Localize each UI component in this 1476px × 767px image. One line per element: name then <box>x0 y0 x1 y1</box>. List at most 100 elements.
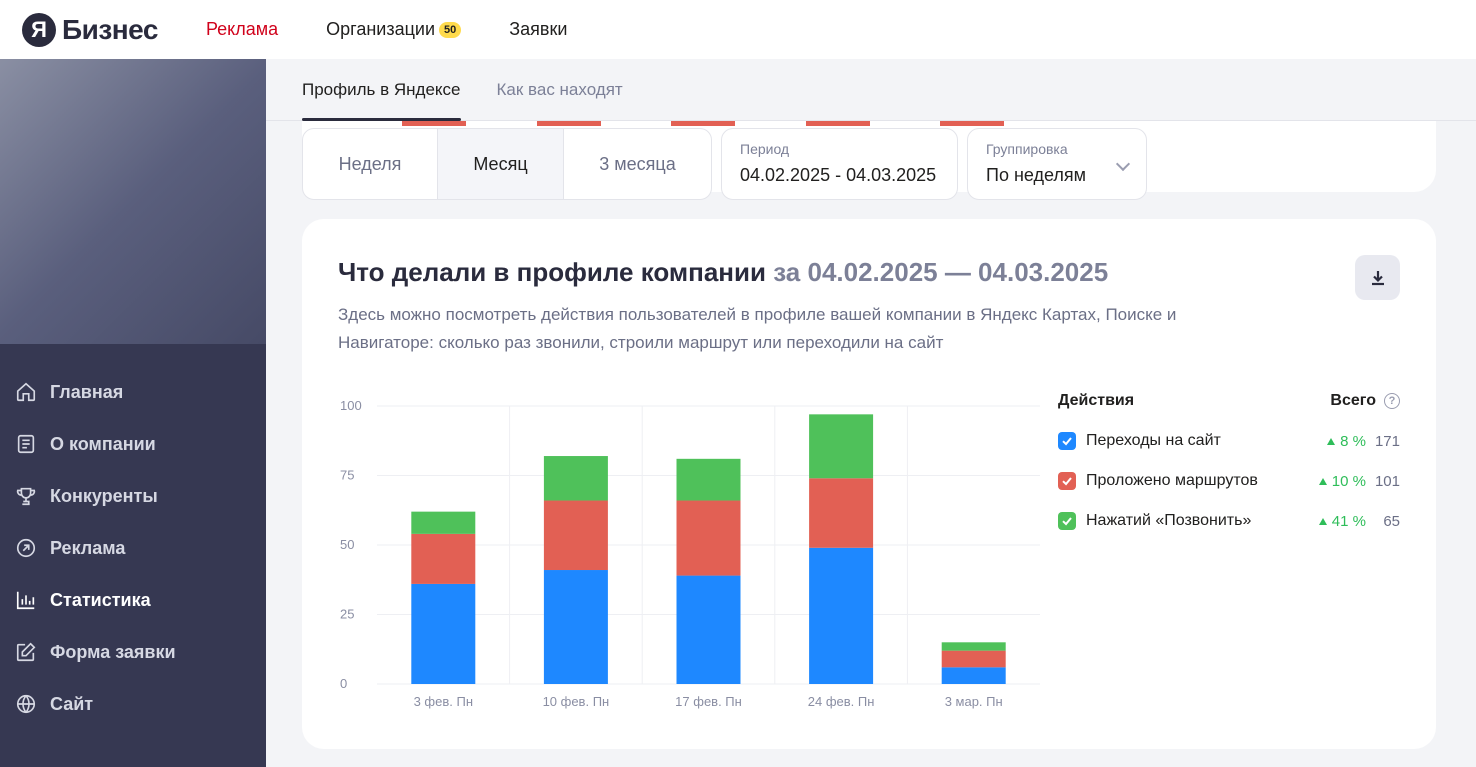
profile-actions-card: Что делали в профиле компании за 04.02.2… <box>302 219 1436 749</box>
bar-segment[interactable] <box>809 478 874 548</box>
actions-bar-chart: 0 25 50 75 100 3 фев. Пн 10 фев. Пн 17 фев. Пн 2… <box>340 398 1040 709</box>
bar-segment[interactable] <box>941 650 1006 668</box>
edit-icon <box>14 640 38 664</box>
period-3months-button[interactable]: 3 месяца <box>599 153 676 174</box>
growth-up-icon <box>1327 437 1336 445</box>
bar-segment[interactable] <box>543 570 608 684</box>
card-title-range: за 04.02.2025 — 04.03.2025 <box>773 257 1109 287</box>
legend-item-label: Переходы на сайт <box>1086 432 1221 449</box>
sidebar-item-home[interactable]: Главная <box>0 366 266 418</box>
growth-value-text: 41 % <box>1331 512 1366 530</box>
card-title-text: Что делали в профиле компании <box>338 257 766 287</box>
legend-item[interactable]: Переходы на сайт 8 % 171 <box>1058 421 1400 461</box>
tab-yandex-profile[interactable]: Профиль в Яндексе <box>302 80 461 121</box>
period-field-value: 04.02.2025 - 04.03.2025 <box>740 165 937 185</box>
yandex-business-logo[interactable]: Я Бизнес <box>22 12 158 47</box>
topnav-ads-label: Реклама <box>205 19 279 39</box>
home-icon <box>14 380 38 404</box>
bar-segment[interactable] <box>676 458 741 501</box>
sidebar-item-label: Реклама <box>50 537 126 558</box>
company-cover-image <box>0 59 266 344</box>
document-icon <box>14 432 38 456</box>
y-tick-label: 25 <box>340 607 354 622</box>
bar-segment[interactable] <box>543 456 608 501</box>
growth-value: 10 % <box>1318 473 1366 490</box>
topnav-organizations-label: Организации <box>326 19 436 39</box>
total-value: 101 <box>1374 472 1400 490</box>
bar-segment[interactable] <box>411 511 476 534</box>
yandex-logo-icon: Я <box>22 12 56 47</box>
bar-segment[interactable] <box>411 533 476 584</box>
growth-value: 41 % <box>1318 512 1366 530</box>
total-value: 171 <box>1374 432 1400 450</box>
checkmark-icon <box>1062 517 1072 526</box>
sidebar-item-label: Главная <box>50 381 124 402</box>
top-bar: Я Бизнес Реклама Организации 50 Заявки <box>0 0 1476 59</box>
legend-item[interactable]: Нажатий «Позвонить» 41 % 65 <box>1058 501 1400 541</box>
topnav-requests-label: Заявки <box>509 19 568 39</box>
statistics-tabs: Профиль в Яндексе Как вас находят <box>266 59 1476 121</box>
help-icon[interactable]: ? <box>1384 393 1400 409</box>
legend-item-label: Нажатий «Позвонить» <box>1086 512 1252 529</box>
bar-segment[interactable] <box>411 583 476 684</box>
bar-segment[interactable] <box>941 642 1006 651</box>
bar-segment[interactable] <box>543 500 608 571</box>
period-date-field[interactable]: Период 04.02.2025 - 04.03.2025 <box>721 128 958 200</box>
sidebar-item-ads[interactable]: Реклама <box>0 522 266 574</box>
sidebar-item-site[interactable]: Сайт <box>0 678 266 730</box>
checkmark-icon <box>1062 477 1072 486</box>
growth-up-icon <box>1318 477 1327 485</box>
top-nav: Реклама Организации 50 Заявки <box>206 19 615 40</box>
sidebar-nav: Главная О компании Конкуренты Реклама Ст… <box>0 344 266 730</box>
sidebar-item-statistics[interactable]: Статистика <box>0 574 266 626</box>
series-checkbox[interactable] <box>1058 472 1076 490</box>
y-tick-label: 100 <box>340 398 362 413</box>
trophy-icon <box>14 484 38 508</box>
y-tick-label: 50 <box>340 537 354 552</box>
legend-col-total: Всего <box>1330 392 1376 409</box>
sidebar-item-request-form[interactable]: Форма заявки <box>0 626 266 678</box>
y-tick-label: 75 <box>340 468 354 483</box>
sidebar-item-about[interactable]: О компании <box>0 418 266 470</box>
series-checkbox[interactable] <box>1058 432 1076 450</box>
bar-segment[interactable] <box>809 414 874 479</box>
legend-header: Действия Всего ? <box>1058 389 1400 413</box>
x-tick-label: 17 фев. Пн <box>675 694 742 709</box>
previous-chart-bar <box>806 121 870 126</box>
topnav-organizations[interactable]: Организации 50 <box>326 19 462 40</box>
grouping-select[interactable]: Группировка По неделям <box>967 128 1147 200</box>
sidebar-item-competitors[interactable]: Конкуренты <box>0 470 266 522</box>
x-tick-label: 3 мар. Пн <box>945 694 1003 709</box>
period-selector: Неделя Месяц 3 месяца <box>302 128 712 200</box>
topnav-ads[interactable]: Реклама <box>206 19 278 40</box>
card-description: Здесь можно посмотреть действия пользова… <box>338 305 1177 352</box>
growth-value: 8 % <box>1327 433 1366 450</box>
sidebar: Главная О компании Конкуренты Реклама Ст… <box>0 59 266 767</box>
topnav-requests[interactable]: Заявки <box>509 19 567 40</box>
previous-chart-bar <box>537 121 601 126</box>
period-field-label: Период <box>740 141 790 157</box>
bar-segment[interactable] <box>676 500 741 576</box>
previous-chart-bar <box>671 121 735 126</box>
globe-icon <box>14 692 38 716</box>
series-checkbox[interactable] <box>1058 512 1076 530</box>
previous-chart-bar <box>402 121 466 126</box>
x-tick-label: 10 фев. Пн <box>543 694 610 709</box>
bar-segment[interactable] <box>676 575 741 684</box>
growth-up-icon <box>1318 517 1327 525</box>
tab-how-found[interactable]: Как вас находят <box>496 80 623 99</box>
arrow-circle-icon <box>14 536 38 560</box>
sidebar-item-label: Статистика <box>50 589 151 610</box>
actions-legend: Действия Всего ? Переходы на сайт 8 % 171 П… <box>1058 389 1400 541</box>
download-button[interactable] <box>1355 255 1400 300</box>
period-week-button[interactable]: Неделя <box>303 129 438 199</box>
legend-item-label: Проложено маршрутов <box>1086 472 1258 489</box>
bar-segment[interactable] <box>809 547 874 684</box>
bar-segment[interactable] <box>941 667 1006 684</box>
legend-item[interactable]: Проложено маршрутов 10 % 101 <box>1058 461 1400 501</box>
x-tick-label: 3 фев. Пн <box>414 694 473 709</box>
period-month-button[interactable]: Месяц <box>438 129 564 199</box>
card-title: Что делали в профиле компании за 04.02.2… <box>338 257 1108 288</box>
previous-chart-bar <box>940 121 1004 126</box>
legend-col-total-wrap: Всего ? <box>1330 392 1400 410</box>
